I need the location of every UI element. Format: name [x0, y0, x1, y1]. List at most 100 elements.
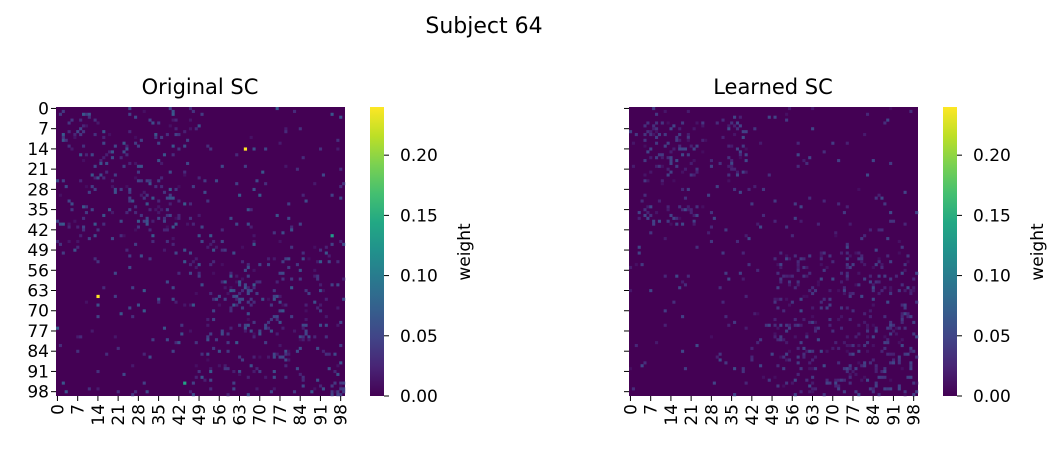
heatmap-cell [735, 170, 740, 174]
heatmap-cell [880, 263, 884, 267]
heatmap-cell [134, 228, 138, 232]
heatmap-cell [822, 251, 826, 255]
heatmap-cell [128, 130, 132, 134]
heatmap-cell [900, 343, 904, 348]
heatmap-cell [874, 263, 878, 267]
x-tick-label: 91 [884, 404, 904, 426]
heatmap-cell [162, 326, 167, 330]
heatmap-cell [863, 277, 867, 281]
heatmap-cell [724, 228, 728, 232]
heatmap-cell [235, 182, 239, 186]
heatmap-cell [186, 138, 190, 142]
heatmap-cell [186, 161, 190, 165]
heatmap-cell [681, 315, 685, 319]
heatmap-cell [730, 167, 734, 171]
heatmap-cell [796, 283, 800, 287]
heatmap-cell [643, 124, 647, 128]
y-tick-label: 98 [27, 383, 49, 403]
heatmap-cell [686, 133, 690, 137]
heatmap-cell [839, 271, 844, 275]
heatmap-cell [171, 242, 175, 246]
heatmap-cell [171, 109, 175, 113]
heatmap-cell [220, 280, 224, 284]
heatmap-cell [863, 361, 867, 365]
heatmap-cell [649, 133, 653, 137]
heatmap-cell [96, 260, 100, 264]
heatmap-cell [816, 338, 820, 342]
heatmap-cell [761, 187, 766, 192]
heatmap-cell [871, 283, 875, 287]
heatmap-cell [796, 164, 800, 168]
heatmap-cell [82, 112, 86, 116]
heatmap-cell [871, 323, 875, 327]
heatmap-cell [900, 315, 904, 319]
heatmap-cell [831, 329, 835, 333]
heatmap-cell [64, 138, 68, 142]
heatmap-cell [330, 193, 334, 197]
heatmap-cell [151, 121, 155, 125]
heatmap-cell [819, 277, 823, 281]
heatmap-cell [874, 369, 878, 374]
heatmap-cell [191, 381, 195, 385]
heatmap-cell [200, 352, 204, 356]
heatmap-cell [813, 329, 818, 333]
heatmap-cell [139, 193, 143, 197]
heatmap-cell [663, 323, 667, 327]
heatmap-cell [889, 107, 893, 111]
heatmap-cell [686, 109, 690, 113]
heatmap-cell [813, 355, 818, 359]
heatmap-cell [874, 364, 878, 368]
heatmap-cell [819, 251, 823, 255]
heatmap-cell [76, 335, 80, 339]
heatmap-cell [108, 150, 112, 154]
heatmap-cell [131, 286, 135, 290]
heatmap-cell [324, 251, 328, 255]
heatmap-cell [212, 297, 216, 301]
x-axis-ticks-original: 0 7 14 21 28 35 42 49 56 63 70 77 84 91 98 [48, 396, 352, 426]
heatmap-cell [785, 112, 789, 116]
x-tick-label: 21 [682, 404, 702, 426]
heatmap-cell [84, 153, 88, 157]
heatmap-cell [848, 291, 852, 296]
heatmap-cell [727, 124, 731, 128]
heatmap-cell [663, 133, 667, 137]
heatmap-cell [79, 133, 83, 137]
heatmap-cell [148, 257, 152, 261]
heatmap-cell [298, 277, 302, 281]
heatmap-cell [834, 381, 838, 385]
heatmap-cell [105, 352, 109, 356]
heatmap-cell [889, 211, 893, 215]
heatmap-cell [174, 216, 178, 220]
heatmap-cell [793, 216, 797, 220]
heatmap-cell [108, 133, 112, 137]
heatmap-cell [695, 205, 699, 209]
heatmap-cell [727, 127, 731, 131]
heatmap-cell [139, 164, 143, 168]
heatmap-cell [157, 199, 161, 203]
heatmap-cell [837, 202, 841, 206]
heatmap-cell [139, 138, 143, 142]
heatmap-cell [848, 375, 852, 379]
heatmap-cell [157, 141, 161, 145]
heatmap-cell [318, 283, 323, 287]
heatmap-cell [657, 153, 661, 157]
y-tick-label: 91 [27, 362, 49, 382]
heatmap-cell [906, 375, 910, 379]
heatmap-cell [290, 228, 294, 232]
heatmap-cell [903, 352, 907, 356]
heatmap-area-original [56, 107, 345, 396]
x-tick-label: 49 [763, 404, 783, 426]
heatmap-cell [220, 329, 224, 333]
heatmap-cell [900, 303, 904, 307]
colorbar-tick-label: 0.00 [973, 387, 1011, 407]
heatmap-cell [854, 390, 858, 394]
heatmap-cell [779, 265, 783, 270]
heatmap-cell [805, 294, 809, 298]
heatmap-cell [903, 326, 907, 330]
heatmap-cell [142, 219, 146, 223]
heatmap-cell [837, 378, 841, 382]
heatmap-cell [883, 375, 887, 379]
heatmap-cell [110, 179, 114, 183]
heatmap-cell [191, 222, 195, 226]
